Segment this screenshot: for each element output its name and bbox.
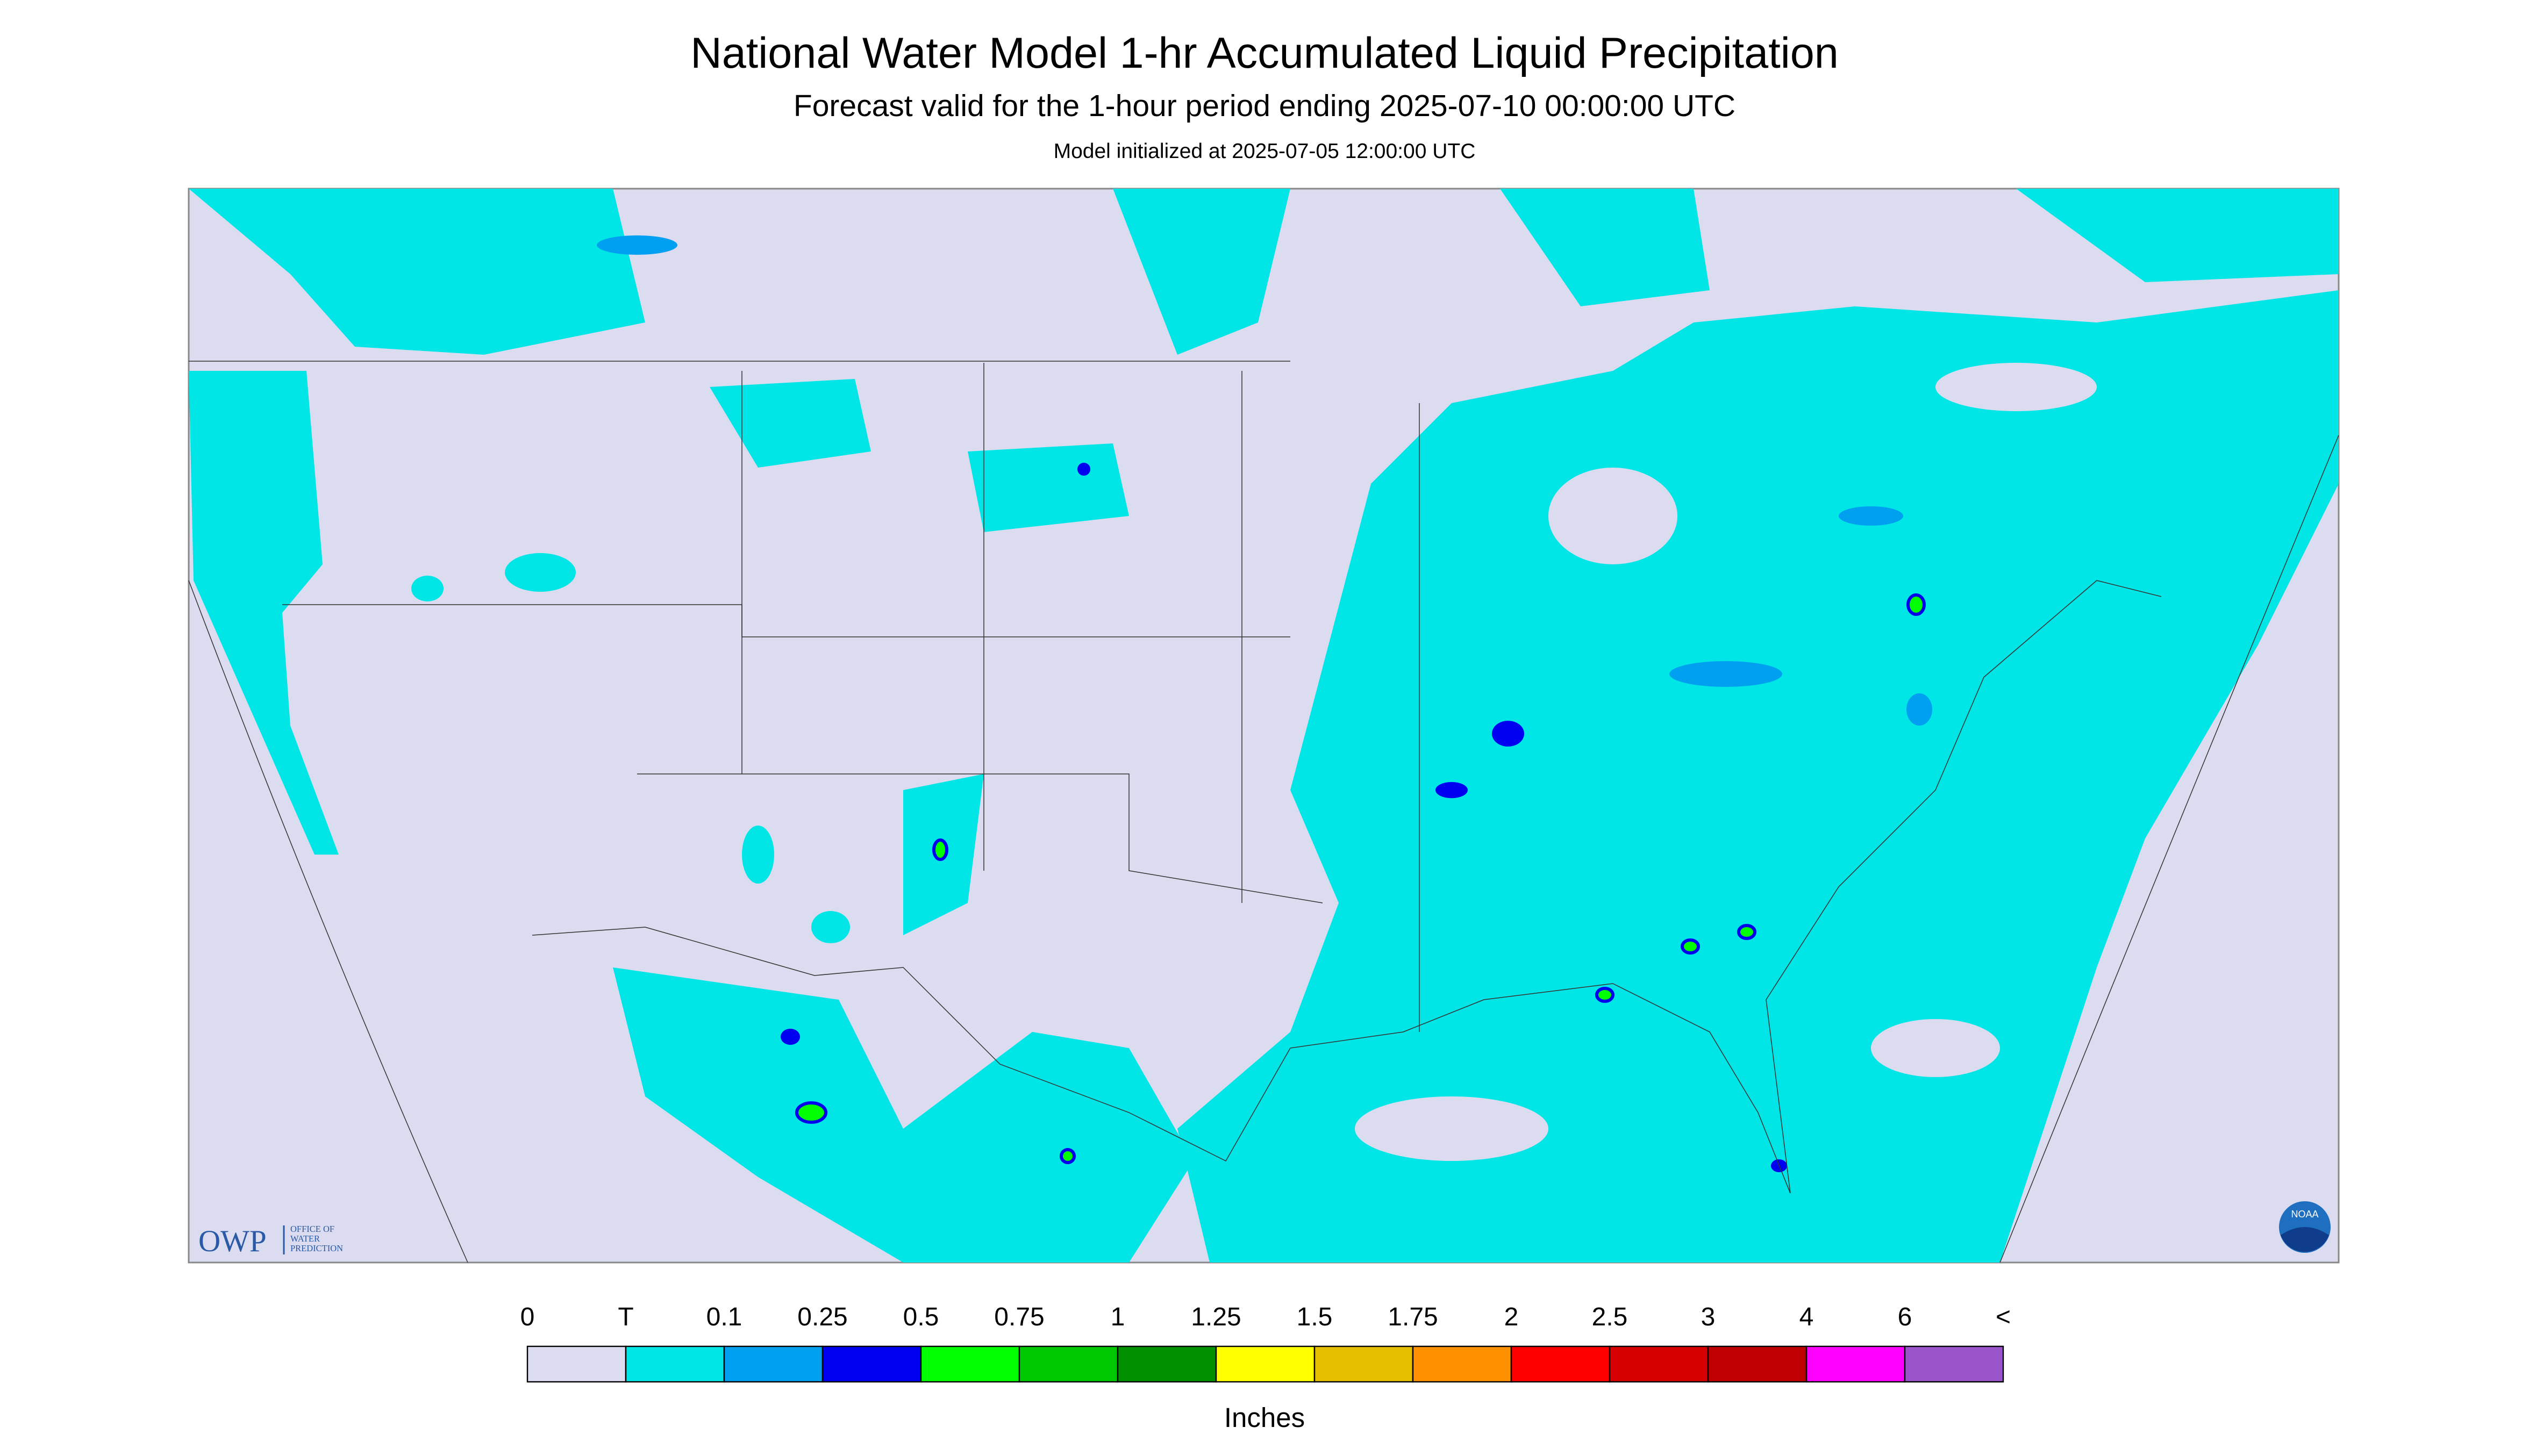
heavy-spots [597,235,1932,1173]
legend-label: 3 [1701,1303,1716,1331]
legend-swatch [1117,1345,1217,1383]
legend-swatch [1018,1345,1119,1383]
legend-label: 0.75 [994,1303,1044,1331]
owp-name: WATER [290,1233,320,1244]
legend-label: 4 [1799,1303,1814,1331]
legend: Inches 0 T 0.1 0.25 0.5 0.75 1 1.25 1.5 1.75 2 2.5 3… [520,1303,2011,1433]
legend-swatch [1805,1345,1906,1383]
legend-label: 0.5 [903,1303,939,1331]
boundaries [188,361,2339,1263]
legend-label: 0.1 [706,1303,742,1331]
legend-label: 6 [1898,1303,1912,1331]
legend-swatch [723,1345,824,1383]
legend-label: < [1996,1303,2011,1331]
legend-swatch [1707,1345,1808,1383]
legend-label: 0.25 [797,1303,847,1331]
dry-gaps [1355,363,2097,1161]
init-note: Model initialized at 2025-07-05 12:00:00… [1054,140,1476,163]
legend-swatch [526,1345,627,1383]
legend-swatch [1412,1345,1512,1383]
legend-swatch [625,1345,725,1383]
precip-field [189,189,2339,1263]
legend-label: 0 [520,1303,535,1331]
owp-mark: OWP [198,1224,267,1258]
legend-label: 1.5 [1297,1303,1333,1331]
owp-logo: OWP OFFICE OF WATER PREDICTION [198,1224,343,1258]
owp-name: OFFICE OF [290,1224,334,1234]
legend-label: 2.5 [1592,1303,1628,1331]
legend-label: T [618,1303,633,1331]
owp-name: PREDICTION [290,1243,343,1253]
legend-label: 2 [1504,1303,1519,1331]
noaa-mark: NOAA [2291,1209,2318,1220]
legend-swatch [1904,1345,2004,1383]
legend-label: 1.25 [1191,1303,1241,1331]
legend-label: 1 [1111,1303,1125,1331]
title: National Water Model 1-hr Accumulated Li… [690,29,1839,77]
legend-swatch [821,1345,922,1383]
legend-unit: Inches [1224,1402,1305,1433]
subtitle: Forecast valid for the 1-hour period end… [794,89,1735,123]
legend-swatch [1609,1345,1709,1383]
legend-label: 1.75 [1388,1303,1438,1331]
map-area: OWP OFFICE OF WATER PREDICTION NOAA [188,188,2340,1264]
legend-swatch [1215,1345,1316,1383]
noaa-logo: NOAA [2279,1201,2331,1253]
legend-swatch [920,1345,1020,1383]
legend-swatch [1510,1345,1611,1383]
legend-swatch [1313,1345,1414,1383]
